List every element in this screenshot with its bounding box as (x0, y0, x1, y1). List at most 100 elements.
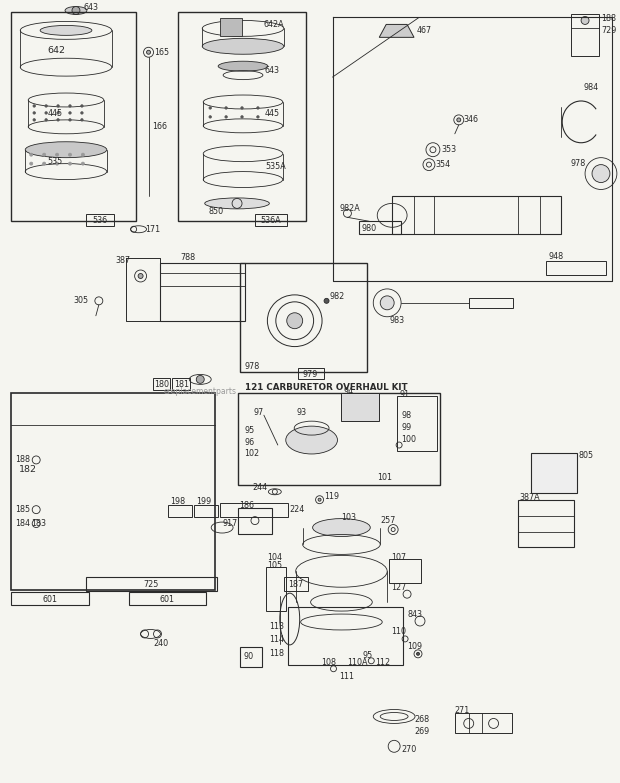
Text: 102: 102 (244, 449, 259, 459)
Circle shape (43, 162, 46, 165)
Text: 788: 788 (180, 253, 195, 262)
Circle shape (417, 652, 420, 655)
Circle shape (69, 112, 71, 114)
Bar (194, 505, 218, 517)
Text: 165: 165 (154, 48, 170, 56)
Bar (172, 378, 190, 391)
Circle shape (457, 118, 461, 122)
Text: 354: 354 (436, 160, 451, 169)
Text: 183: 183 (31, 519, 46, 528)
Polygon shape (379, 24, 414, 38)
Bar (11, 393, 215, 590)
Circle shape (81, 105, 83, 107)
Text: 642A: 642A (264, 20, 285, 29)
Circle shape (43, 153, 46, 156)
Bar (220, 503, 288, 517)
Bar (288, 607, 403, 665)
Text: 121 CARBURETOR OVERHAUL KIT: 121 CARBURETOR OVERHAUL KIT (245, 383, 407, 392)
Text: 101: 101 (377, 474, 392, 482)
Text: 257: 257 (380, 516, 396, 525)
Ellipse shape (312, 518, 370, 536)
Text: 188: 188 (16, 456, 30, 464)
Bar (220, 19, 242, 36)
Text: 99: 99 (401, 423, 411, 431)
Bar (469, 298, 513, 308)
Text: 535A: 535A (265, 162, 286, 171)
Bar (455, 713, 513, 734)
Ellipse shape (40, 25, 92, 35)
Text: 445: 445 (265, 110, 280, 118)
Text: 198: 198 (170, 497, 185, 506)
Circle shape (257, 116, 259, 118)
Ellipse shape (202, 38, 284, 54)
Circle shape (45, 119, 47, 121)
Circle shape (380, 296, 394, 310)
Text: 93: 93 (297, 408, 307, 417)
Circle shape (33, 112, 35, 114)
Ellipse shape (65, 6, 87, 14)
Text: 180: 180 (154, 380, 169, 389)
Text: 127: 127 (391, 583, 407, 592)
Text: 346: 346 (464, 115, 479, 124)
Bar (266, 568, 286, 611)
Text: 240: 240 (153, 640, 168, 648)
Text: 185: 185 (16, 505, 30, 514)
Text: 387: 387 (116, 255, 131, 265)
Text: 105: 105 (267, 561, 282, 570)
Circle shape (72, 6, 80, 14)
Bar (153, 378, 171, 391)
Text: 467: 467 (417, 26, 432, 35)
Bar (298, 369, 324, 380)
Text: 601: 601 (160, 594, 175, 604)
Circle shape (68, 153, 71, 156)
Text: 305: 305 (73, 296, 88, 305)
Text: 269: 269 (414, 727, 429, 736)
Text: 111: 111 (340, 672, 355, 681)
Circle shape (592, 164, 610, 182)
Text: 95: 95 (244, 426, 254, 435)
Bar (546, 261, 606, 275)
Text: 199: 199 (197, 497, 211, 506)
Circle shape (197, 375, 204, 384)
Text: 271: 271 (455, 706, 470, 715)
Circle shape (56, 153, 58, 156)
Text: 107: 107 (391, 553, 406, 562)
Bar (86, 577, 217, 591)
Bar (360, 222, 401, 234)
Text: 96: 96 (244, 438, 254, 446)
Circle shape (225, 106, 228, 109)
Bar (255, 215, 287, 226)
Bar (284, 577, 308, 591)
Bar (392, 197, 561, 234)
Circle shape (45, 105, 47, 107)
Text: 186: 186 (239, 501, 254, 511)
Bar (238, 393, 440, 485)
Circle shape (57, 105, 60, 107)
Circle shape (81, 119, 83, 121)
Text: 917: 917 (222, 519, 237, 528)
Text: 982: 982 (329, 292, 345, 301)
Text: 843: 843 (407, 609, 422, 619)
Circle shape (146, 50, 151, 54)
Text: 166: 166 (153, 122, 167, 132)
Text: 181: 181 (174, 380, 189, 389)
Circle shape (57, 119, 60, 121)
Text: 90: 90 (243, 652, 253, 662)
Circle shape (33, 119, 35, 121)
Circle shape (69, 119, 71, 121)
Circle shape (209, 116, 211, 118)
Circle shape (81, 112, 83, 114)
Bar (169, 505, 192, 517)
Circle shape (30, 153, 33, 156)
Text: 268: 268 (414, 715, 429, 724)
Text: 98: 98 (401, 411, 411, 420)
Circle shape (68, 162, 71, 165)
Bar (531, 453, 577, 493)
Text: 110: 110 (391, 627, 406, 637)
Text: 642: 642 (47, 45, 65, 55)
Circle shape (257, 106, 259, 109)
Text: 270: 270 (401, 745, 417, 754)
Circle shape (69, 105, 71, 107)
Ellipse shape (25, 142, 107, 157)
Circle shape (57, 112, 60, 114)
